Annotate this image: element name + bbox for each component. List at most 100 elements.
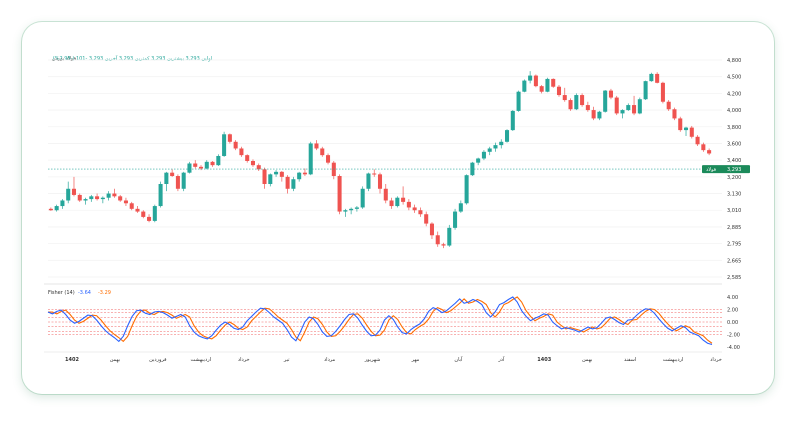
candle-body [464,175,469,204]
candle [689,125,694,139]
candle-body [499,141,504,146]
candle-body [66,188,71,201]
fisher-lines [47,296,713,346]
fisher-line [47,296,713,346]
time-axis: 1402 بهمن فروردین اردیبهشت خرداد تیر مرداد شهری… [65,356,722,363]
candle [100,196,105,204]
candle-body [123,200,128,204]
candle-body [591,110,596,119]
candle [71,176,77,197]
candle [54,204,59,212]
candle [666,100,671,111]
candle-body [678,118,683,131]
candle [83,197,88,205]
candle-body [406,201,411,208]
candle [476,157,481,166]
candle [493,142,498,152]
current-price-value: 3,293 [727,167,741,173]
indicator-value-trigger: -3.29 [98,290,111,296]
candle [533,74,538,88]
candle [158,181,163,208]
candle-body [210,161,215,166]
candle [204,160,209,170]
candle [453,208,458,230]
current-price-symbol: فولاد [706,167,717,173]
candle-body [297,172,302,180]
candle [198,165,204,171]
candle [285,175,290,194]
candle-body [632,105,637,114]
candle [643,80,648,101]
candle [175,174,180,192]
candle [707,148,712,156]
candle-body [308,143,313,175]
candle-body [655,73,660,83]
price-tick-label: 3,130 [727,192,741,198]
candle-body [152,206,157,221]
candle-body [551,78,556,87]
candle [383,184,388,204]
candle-body [493,145,498,149]
candle [106,191,111,201]
candle [297,171,302,182]
price-tick-label: 2,665 [727,258,741,264]
candle [505,129,510,143]
candle-body [453,211,458,228]
candle [528,71,533,84]
price-tick-label: 3,400 [727,158,741,164]
candle-body [528,75,533,81]
candle [672,107,677,121]
candle-body [383,188,388,201]
candle [614,95,619,116]
candle-body [412,207,417,211]
time-tick-label: بهمن [110,357,120,363]
candle-body [360,188,365,208]
candle-body [198,166,204,169]
candle-body [435,235,440,245]
current-price-marker: 3,293 فولاد [48,165,750,174]
candle-body [585,105,590,111]
time-tick-label: مهر [411,357,420,363]
candle-body [129,203,134,209]
candle [649,72,654,82]
candle [499,139,504,149]
candle-body [147,216,152,221]
candle [429,222,434,239]
candle [545,77,550,93]
candle-body [71,188,77,195]
time-tick-label: بهمن [582,357,592,363]
candle-body [701,144,706,151]
price-tick-label: 3,010 [727,208,741,214]
candle-body [660,82,665,102]
candle-body [649,73,654,82]
candle-body [603,90,608,112]
candle [308,141,313,176]
price-tick-label: 2,585 [727,275,741,281]
candle-body [580,95,585,106]
candle [626,103,631,111]
candle-body [481,151,486,159]
chart-canvas[interactable]: فولاد بورس اولین 3,293 بیشترین 3,293 کمت… [22,22,774,394]
candle-body [256,165,261,170]
candle-body [233,141,238,149]
candle [343,208,348,217]
candle-body [516,91,521,111]
candle-body [268,174,273,184]
candle [66,181,71,204]
candle-body [285,176,290,189]
candle-body [620,110,625,114]
candle-body [395,197,400,207]
time-tick-label: خرداد [710,357,722,363]
candle-body [643,81,648,100]
candle-body [302,172,307,175]
candle [620,109,625,119]
candle [377,172,383,194]
candle [193,160,198,169]
current-price-badge [702,165,750,174]
price-tick-label: 4,200 [727,91,741,97]
indicator-levels [48,309,722,335]
candle [77,193,82,202]
candle-body [707,150,712,154]
candle [268,173,273,187]
candle [187,161,192,174]
